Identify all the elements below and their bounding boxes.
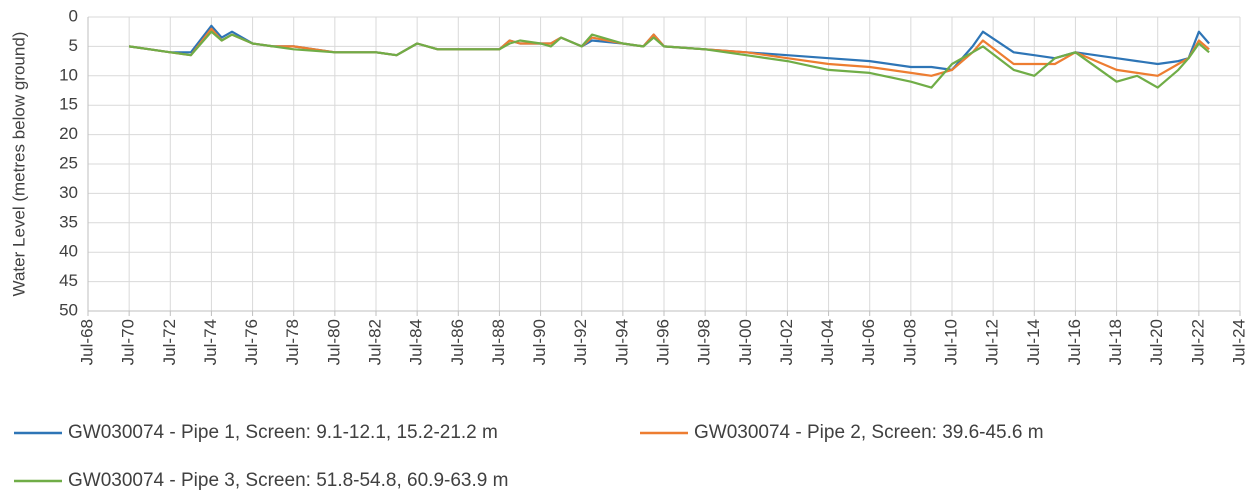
- x-tick-label: Jul-92: [571, 319, 590, 365]
- x-tick-label: Jul-88: [489, 319, 508, 365]
- x-tick-label: Jul-80: [324, 319, 343, 365]
- x-tick-label: Jul-76: [242, 319, 261, 365]
- x-tick-label: Jul-72: [160, 319, 179, 365]
- x-tick-label: Jul-08: [900, 319, 919, 365]
- y-tick-label: 5: [69, 36, 78, 55]
- legend-label: GW030074 - Pipe 2, Screen: 39.6-45.6 m: [694, 422, 1044, 443]
- data-line: [128, 30, 1210, 89]
- data-line: [128, 27, 1210, 77]
- legend-label: GW030074 - Pipe 3, Screen: 51.8-54.8, 60…: [68, 470, 508, 491]
- x-tick-label: Jul-84: [407, 319, 426, 365]
- x-tick-label: Jul-06: [859, 319, 878, 365]
- x-tick-label: Jul-16: [1065, 319, 1084, 365]
- y-tick-label: 45: [59, 271, 78, 290]
- x-tick-label: Jul-12: [983, 319, 1002, 365]
- y-tick-label: 30: [59, 183, 78, 202]
- y-tick-label: 20: [59, 124, 78, 143]
- x-tick-label: Jul-04: [818, 319, 837, 365]
- x-tick-label: Jul-20: [1147, 319, 1166, 365]
- x-tick-label: Jul-68: [77, 319, 96, 365]
- x-tick-label: Jul-10: [941, 319, 960, 365]
- x-tick-label: Jul-86: [448, 319, 467, 365]
- x-tick-label: Jul-00: [736, 319, 755, 365]
- y-tick-label: 40: [59, 242, 78, 261]
- x-tick-label: Jul-70: [119, 319, 138, 365]
- x-tick-label: Jul-18: [1106, 319, 1125, 365]
- x-tick-label: Jul-96: [653, 319, 672, 365]
- x-tick-label: Jul-82: [365, 319, 384, 365]
- x-tick-label: Jul-22: [1188, 319, 1207, 365]
- x-tick-label: Jul-98: [695, 319, 714, 365]
- y-axis-title: Water Level (metres below ground): [9, 32, 28, 297]
- x-tick-label: Jul-14: [1024, 319, 1043, 365]
- y-tick-label: 50: [59, 300, 78, 319]
- x-tick-label: Jul-24: [1229, 319, 1248, 365]
- x-tick-label: Jul-78: [283, 319, 302, 365]
- x-tick-label: Jul-74: [201, 319, 220, 365]
- y-tick-label: 15: [59, 95, 78, 114]
- y-tick-label: 25: [59, 153, 78, 172]
- y-tick-label: 10: [59, 65, 78, 84]
- x-tick-label: Jul-90: [530, 319, 549, 365]
- y-tick-label: 35: [59, 212, 78, 231]
- x-tick-label: Jul-94: [612, 319, 631, 365]
- legend-label: GW030074 - Pipe 1, Screen: 9.1-12.1, 15.…: [68, 422, 498, 443]
- x-tick-label: Jul-02: [777, 319, 796, 365]
- y-tick-label: 0: [69, 6, 78, 25]
